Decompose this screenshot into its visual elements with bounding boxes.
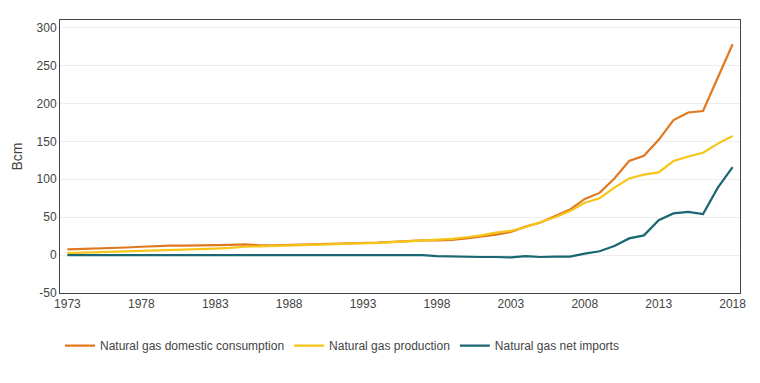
svg-text:Natural gas net imports: Natural gas net imports — [495, 339, 619, 353]
svg-text:Natural gas production: Natural gas production — [329, 339, 450, 353]
svg-text:100: 100 — [37, 172, 57, 186]
svg-text:1983: 1983 — [202, 297, 229, 311]
svg-text:Bcm: Bcm — [9, 143, 25, 171]
svg-text:1973: 1973 — [54, 297, 81, 311]
svg-text:2008: 2008 — [571, 297, 598, 311]
svg-text:200: 200 — [37, 97, 57, 111]
svg-text:2018: 2018 — [719, 297, 746, 311]
svg-text:50: 50 — [43, 210, 57, 224]
svg-text:1988: 1988 — [276, 297, 303, 311]
svg-text:150: 150 — [37, 135, 57, 149]
svg-text:1998: 1998 — [424, 297, 451, 311]
svg-text:0: 0 — [50, 248, 57, 262]
svg-text:2003: 2003 — [498, 297, 525, 311]
svg-text:-50: -50 — [39, 286, 57, 300]
svg-text:1978: 1978 — [128, 297, 155, 311]
svg-text:1993: 1993 — [350, 297, 377, 311]
svg-text:250: 250 — [37, 59, 57, 73]
svg-text:2013: 2013 — [645, 297, 672, 311]
svg-text:Natural gas domestic consumpti: Natural gas domestic consumption — [100, 339, 284, 353]
svg-text:300: 300 — [37, 21, 57, 35]
